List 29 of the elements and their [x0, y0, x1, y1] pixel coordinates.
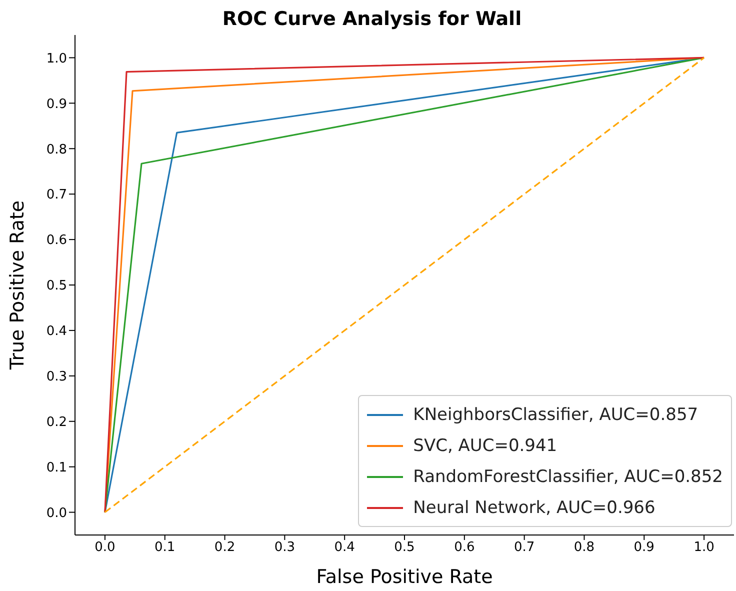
y-tick-label: 0.4	[46, 324, 67, 340]
legend-label: Neural Network, AUC=0.966	[413, 498, 656, 518]
y-tick-label: 0.7	[46, 188, 67, 203]
x-tick-label: 0.7	[514, 540, 535, 556]
y-tick-label: 1.0	[46, 51, 67, 66]
x-tick-label: 0.1	[154, 540, 176, 556]
x-tick-label: 1.0	[694, 540, 714, 556]
y-tick-label: 0.8	[46, 142, 67, 158]
x-axis-title: False Positive Rate	[316, 566, 493, 588]
chart-title: ROC Curve Analysis for Wall	[221, 8, 523, 30]
x-tick-label: 0.0	[94, 540, 116, 556]
legend-label: KNeighborsClassifier, AUC=0.857	[413, 404, 698, 424]
legend-label: RandomForestClassifier, AUC=0.852	[413, 466, 723, 486]
y-tick-label: 0.5	[46, 278, 67, 294]
x-tick-label: 0.8	[574, 540, 595, 556]
x-tick-label: 0.6	[454, 540, 475, 556]
legend-label: SVC, AUC=0.941	[413, 436, 558, 456]
x-tick-label: 0.3	[274, 540, 296, 556]
x-tick-label: 0.9	[634, 540, 654, 556]
y-axis-title: True Positive Rate	[6, 200, 29, 371]
x-tick-label: 0.5	[394, 540, 415, 556]
x-tick-label: 0.4	[334, 540, 355, 556]
y-tick-label: 0.9	[46, 96, 67, 112]
y-tick-label: 0.2	[46, 414, 67, 430]
y-tick-label: 0.6	[46, 233, 67, 248]
y-tick-label: 0.0	[46, 506, 67, 521]
y-tick-label: 0.1	[46, 460, 67, 476]
y-tick-label: 0.3	[46, 370, 67, 385]
x-tick-label: 0.2	[214, 540, 236, 556]
